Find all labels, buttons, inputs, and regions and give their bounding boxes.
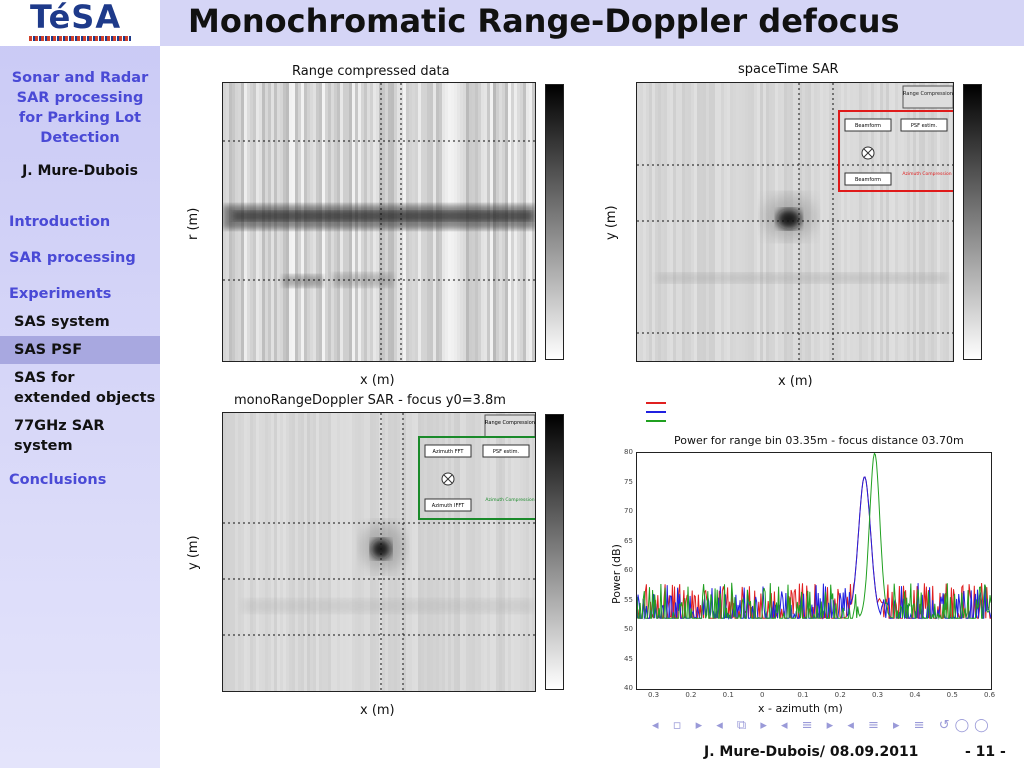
power-ytick: 55 — [624, 595, 633, 604]
st-diagram-bottom-box: Beamform — [855, 177, 881, 183]
mono-diagram-ifft: Azimuth IFFT — [432, 503, 465, 509]
power-series-1 — [637, 476, 991, 620]
monorange-svg: Range Compression Azimuth FFT PSF estim.… — [223, 413, 535, 691]
legend-swatch-green — [646, 420, 666, 422]
legend-swatch-blue — [646, 411, 666, 413]
power-ytick: 70 — [624, 507, 633, 515]
beamer-navigation-icons[interactable]: ◂ ▫ ▸ ◂ ⧉ ▸ ◂ ≡ ▸ ◂ ≡ ▸ ≡ ↺◯◯ — [652, 718, 994, 733]
st-diagram-az: Azimuth Compression — [902, 171, 951, 177]
spacetime-ylabel: y (m) — [604, 205, 619, 240]
slide-title: Monochromatic Range-Doppler defocus — [188, 2, 900, 40]
power-ylabel: Power (dB) — [610, 544, 623, 604]
power-xtick: 0 — [760, 691, 765, 699]
power-xtick: 0.1 — [797, 691, 809, 699]
mono-diagram-range: Range Compression — [485, 420, 535, 426]
footer-author-date: J. Mure-Dubois/ 08.09.2011 — [704, 744, 919, 760]
presentation-title: Sonar and Radar SAR processing for Parki… — [11, 70, 149, 146]
power-ytick: 65 — [624, 536, 633, 545]
panel-range-title: Range compressed data — [292, 64, 450, 79]
spacetime-colorbar — [963, 84, 982, 360]
nav-item-77ghz[interactable]: 77GHz SAR system — [14, 418, 105, 454]
power-xtick: 0.2 — [685, 691, 697, 699]
power-series-2 — [637, 453, 991, 620]
legend-row-blue — [646, 407, 996, 416]
range-compressed-svg — [223, 83, 535, 361]
power-ytick: 45 — [624, 654, 633, 663]
legend-row-red — [646, 398, 996, 407]
nav-item-experiments[interactable]: Experiments — [9, 286, 112, 302]
panel-spacetime-title: spaceTime SAR — [738, 62, 839, 77]
spacetime-xlabel: x (m) — [778, 374, 813, 389]
power-xtick: 0.1 — [722, 691, 734, 699]
panel-power-title: Power for range bin 03.35m - focus dista… — [674, 434, 964, 447]
mono-diagram-psf: PSF estim. — [493, 449, 520, 455]
slide-header: Monochromatic Range-Doppler defocus — [160, 0, 1024, 46]
footer-page-number: - 11 - — [965, 744, 1006, 760]
range-compressed-image — [222, 82, 536, 362]
monorange-image: Range Compression Azimuth FFT PSF estim.… — [222, 412, 536, 692]
nav-item-sas-psf[interactable]: SAS PSF — [14, 342, 83, 358]
mono-diagram-az: Azimuth Compression — [485, 497, 534, 503]
power-xtick: 0.6 — [984, 691, 996, 699]
power-xtick: 0.4 — [909, 691, 921, 699]
power-xtick: 0.3 — [872, 691, 884, 699]
sidebar: TéSA Sonar and Radar SAR processing for … — [0, 0, 160, 768]
monorange-colorbar — [545, 414, 564, 690]
panel-mono-title: monoRangeDoppler SAR - focus y0=3.8m — [234, 393, 506, 408]
nav-item-conclusions[interactable]: Conclusions — [9, 472, 107, 488]
power-plot — [636, 452, 992, 690]
power-legend — [646, 398, 996, 426]
power-ytick: 60 — [624, 566, 633, 574]
st-diagram-psf: PSF estim. — [911, 123, 938, 129]
power-ytick: 80 — [624, 448, 633, 456]
legend-swatch-red — [646, 402, 666, 404]
mono-diagram-fft: Azimuth FFT — [433, 449, 465, 455]
nav-item-sar-processing[interactable]: SAR processing — [9, 250, 136, 266]
power-xlabel: x - azimuth (m) — [758, 702, 843, 715]
nav-item-sas-system[interactable]: SAS system — [14, 314, 110, 330]
power-ytick: 50 — [624, 625, 633, 633]
power-xtick: 0.3 — [648, 691, 660, 699]
power-xtick: 0.5 — [946, 691, 958, 699]
presentation-author: J. Mure-Dubois — [22, 163, 138, 179]
power-svg — [637, 453, 991, 620]
spacetime-image: Range Compression Beamform PSF estim. Be… — [636, 82, 954, 362]
logo-text: TéSA — [30, 0, 122, 36]
range-ylabel: r (m) — [186, 207, 201, 240]
range-xlabel: x (m) — [360, 373, 395, 388]
legend-row-green — [646, 416, 996, 425]
nav-item-sas-extended[interactable]: SAS for extended objects — [14, 370, 156, 406]
st-diagram-range: Range Compression — [903, 91, 953, 97]
monorange-xlabel: x (m) — [360, 703, 395, 718]
nav-active-highlight — [0, 336, 160, 364]
nav-item-introduction[interactable]: Introduction — [9, 214, 111, 230]
tesa-logo: TéSA — [0, 0, 160, 46]
st-diagram-top-box: Beamform — [855, 123, 881, 129]
range-colorbar — [545, 84, 564, 360]
spacetime-svg: Range Compression Beamform PSF estim. Be… — [637, 83, 953, 361]
power-xtick: 0.2 — [834, 691, 846, 699]
logo-stripe — [29, 36, 131, 41]
monorange-ylabel: y (m) — [186, 535, 201, 570]
power-ytick: 75 — [624, 477, 633, 486]
power-ytick: 40 — [624, 684, 633, 692]
